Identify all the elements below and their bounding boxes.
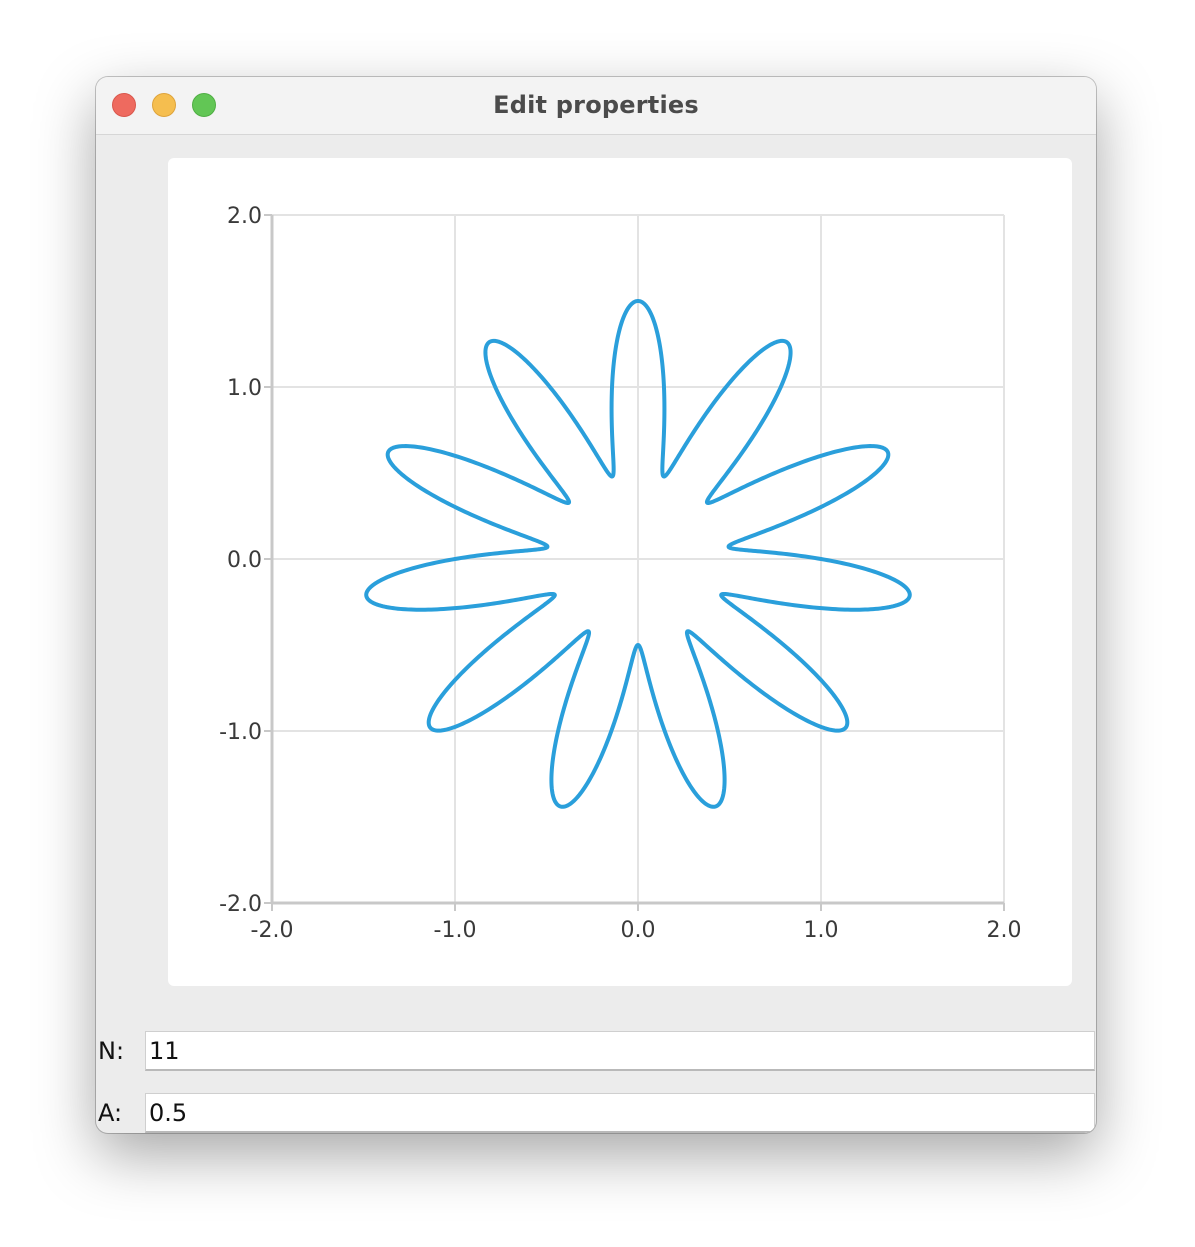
x-axis-ticks: -2.0 -1.0 0.0 1.0 2.0 <box>251 918 1022 943</box>
a-field-row: A: <box>96 1093 1096 1133</box>
n-field-label: N: <box>98 1037 124 1065</box>
y-tick-label: 2.0 <box>227 204 262 229</box>
a-field-label: A: <box>98 1099 122 1127</box>
y-axis-ticks: 2.0 1.0 0.0 -1.0 -2.0 <box>219 204 262 917</box>
y-tick-label: 1.0 <box>227 376 262 401</box>
window-title: Edit properties <box>96 91 1096 119</box>
plot-panel: -2.0 -1.0 0.0 1.0 2.0 2.0 1.0 0.0 -1.0 -2.0 <box>168 158 1072 986</box>
x-tick-label: -2.0 <box>251 918 294 943</box>
y-tick-label: -2.0 <box>219 892 262 917</box>
n-field-row: N: <box>96 1031 1096 1071</box>
y-tick-label: 0.0 <box>227 548 262 573</box>
n-input[interactable] <box>145 1031 1095 1071</box>
chart-grid <box>272 215 1004 903</box>
x-tick-label: 0.0 <box>621 918 656 943</box>
title-bar[interactable]: Edit properties <box>96 77 1096 135</box>
y-tick-label: -1.0 <box>219 720 262 745</box>
rose-curve-chart: -2.0 -1.0 0.0 1.0 2.0 2.0 1.0 0.0 -1.0 -2.0 <box>168 158 1072 986</box>
x-tick-label: 2.0 <box>987 918 1022 943</box>
x-tick-label: -1.0 <box>434 918 477 943</box>
edit-properties-window: Edit properties -2.0 -1.0 0.0 1.0 2.0 2.0 1.0… <box>96 77 1096 1133</box>
a-input[interactable] <box>145 1093 1095 1133</box>
x-tick-label: 1.0 <box>804 918 839 943</box>
chart-axes <box>264 215 1004 911</box>
